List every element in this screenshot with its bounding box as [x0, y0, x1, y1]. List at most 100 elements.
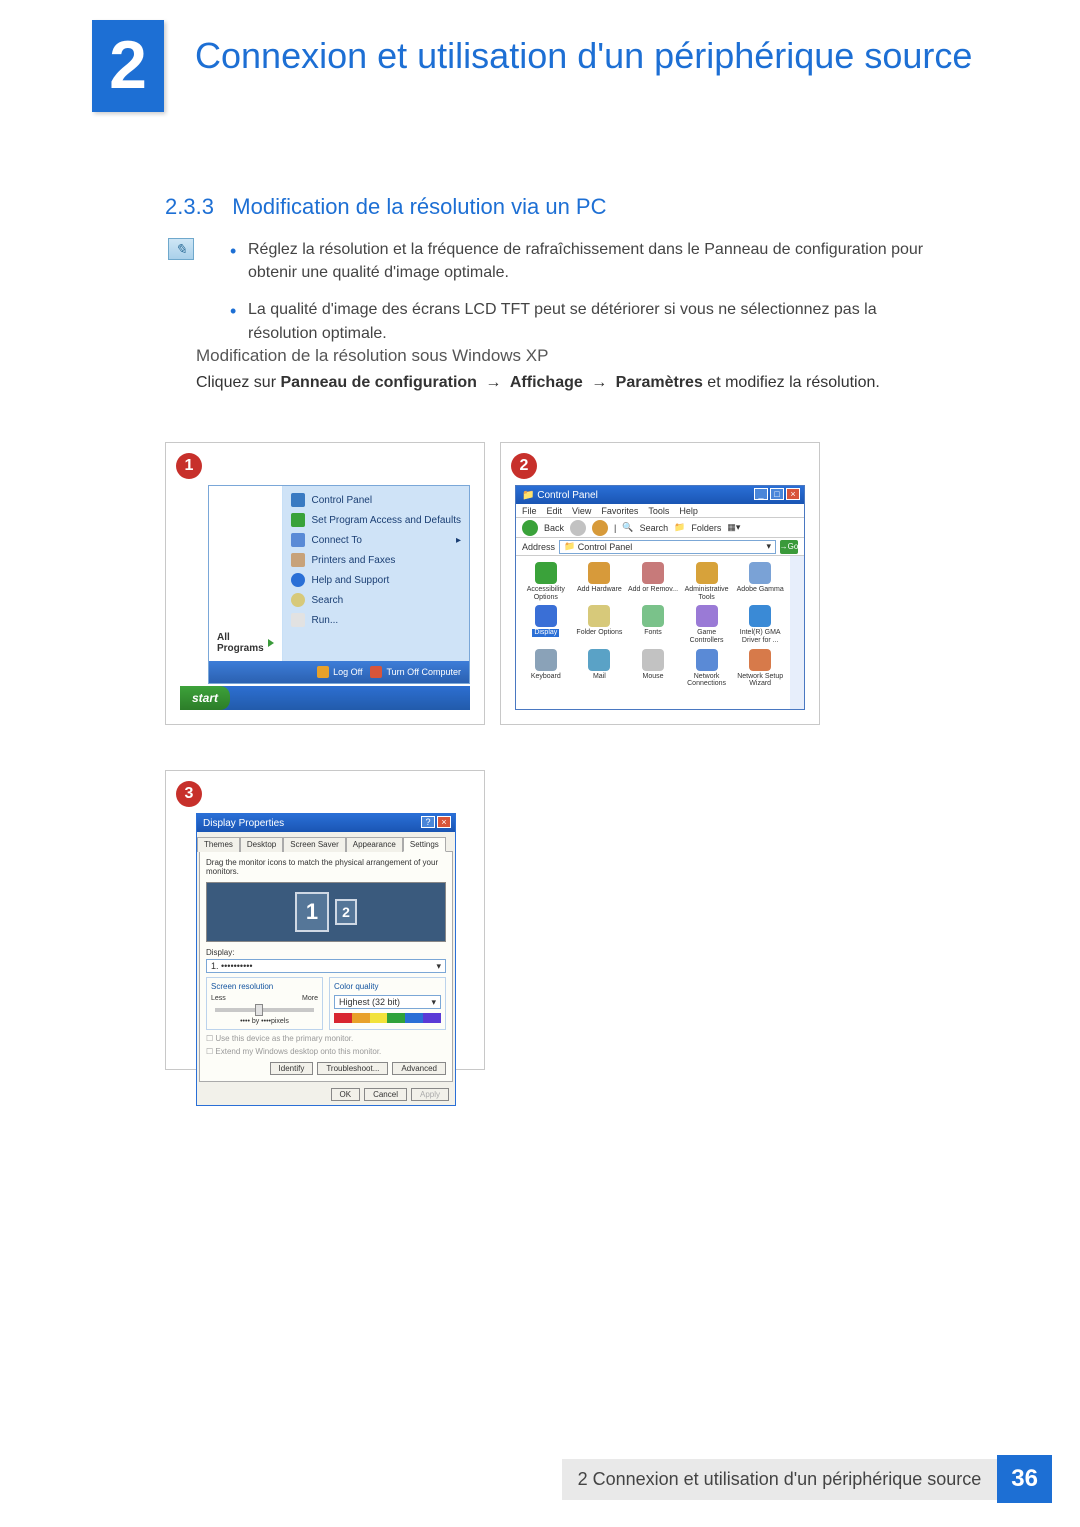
color-dropdown[interactable]: Highest (32 bit) ▾: [334, 995, 441, 1009]
up-icon[interactable]: [592, 520, 608, 536]
all-programs[interactable]: All Programs: [213, 629, 278, 657]
slider-thumb[interactable]: [255, 1004, 263, 1016]
logoff-label: Log Off: [333, 667, 362, 677]
app-icon: [588, 605, 610, 627]
back-icon[interactable]: [522, 520, 538, 536]
cp-icon[interactable]: Game Controllers: [681, 605, 733, 644]
instruction-b2: Affichage: [510, 374, 583, 391]
close-icon[interactable]: ×: [786, 488, 800, 500]
resolution-slider[interactable]: [215, 1008, 314, 1012]
tab-themes[interactable]: Themes: [197, 837, 240, 852]
menu-label: Search: [311, 595, 343, 606]
display-dropdown[interactable]: 1. •••••••••• ▾: [206, 959, 446, 973]
bullet-1: Réglez la résolution et la fréquence de …: [230, 238, 950, 284]
screenshot-panel-3: 3 Display Properties ? × Themes Desktop …: [165, 770, 485, 1070]
identify-button[interactable]: Identify: [270, 1062, 314, 1075]
instruction-line: Cliquez sur Panneau de configuration → A…: [196, 374, 880, 392]
chevron-down-icon[interactable]: ▾: [766, 541, 771, 552]
turnoff-button[interactable]: Turn Off Computer: [370, 666, 461, 678]
cancel-button[interactable]: Cancel: [364, 1088, 407, 1101]
address-label: Address: [522, 542, 555, 552]
close-icon[interactable]: ×: [437, 816, 451, 828]
display-label: Display:: [206, 948, 446, 957]
menu-favorites[interactable]: Favorites: [601, 506, 638, 516]
logoff-button[interactable]: Log Off: [317, 666, 362, 678]
color-swatch: [352, 1013, 370, 1023]
cp-icon[interactable]: Intel(R) GMA Driver for ...: [734, 605, 786, 644]
cp-icon[interactable]: Accessibility Options: [520, 562, 572, 601]
color-swatch: [405, 1013, 423, 1023]
cp-icon[interactable]: Keyboard: [520, 649, 572, 688]
cp-icon[interactable]: Folder Options: [574, 605, 626, 644]
window-title: Control Panel: [537, 490, 598, 501]
cp-icon[interactable]: Administrative Tools: [681, 562, 733, 601]
window-titlebar: 📁 Control Panel _ □ ×: [516, 486, 804, 504]
chk-label: Extend my Windows desktop onto this moni…: [215, 1047, 381, 1056]
maximize-icon[interactable]: □: [770, 488, 784, 500]
search-icon[interactable]: 🔍: [622, 522, 633, 533]
forward-icon[interactable]: [570, 520, 586, 536]
help-icon[interactable]: ?: [421, 816, 435, 828]
monitor-2[interactable]: 2: [335, 899, 357, 925]
step-badge-2: 2: [511, 453, 537, 479]
menu-label: Help and Support: [311, 575, 389, 586]
menu-file[interactable]: File: [522, 506, 537, 516]
cp-icon[interactable]: Fonts: [627, 605, 679, 644]
tab-appearance[interactable]: Appearance: [346, 837, 403, 852]
monitor-1[interactable]: 1: [295, 892, 329, 932]
app-icon: [642, 649, 664, 671]
address-field[interactable]: 📁 Control Panel ▾: [559, 540, 776, 554]
power-icon: [370, 666, 382, 678]
page-footer: 2 Connexion et utilisation d'un périphér…: [562, 1455, 1052, 1503]
menu-help[interactable]: Help: [679, 506, 698, 516]
window-title: Display Properties: [203, 818, 284, 829]
menu-connect-to[interactable]: Connect To▸: [283, 530, 469, 550]
ok-button[interactable]: OK: [331, 1088, 361, 1101]
app-icon: [642, 562, 664, 584]
app-icon: [588, 562, 610, 584]
icon-label: Network Connections: [681, 673, 733, 688]
monitor-preview[interactable]: 1 2: [206, 882, 446, 942]
go-button[interactable]: → Go: [780, 540, 798, 554]
arrow-icon: →: [587, 374, 611, 391]
menu-search[interactable]: Search: [283, 590, 469, 610]
resolution-group: Screen resolution Less More •••• by ••••…: [206, 977, 323, 1030]
menu-run[interactable]: Run...: [283, 610, 469, 630]
views-icon[interactable]: ▦▾: [727, 522, 740, 533]
start-button[interactable]: start: [180, 686, 230, 710]
cp-icon[interactable]: Display: [520, 605, 572, 644]
cp-icon[interactable]: Network Setup Wizard: [734, 649, 786, 688]
folders-icon[interactable]: 📁: [674, 522, 685, 533]
control-panel-window: 📁 Control Panel _ □ × File Edit View Fav…: [515, 485, 805, 710]
tab-settings[interactable]: Settings: [403, 837, 446, 852]
menu-tools[interactable]: Tools: [648, 506, 669, 516]
all-programs-label: All Programs: [217, 632, 264, 654]
bullet-2: La qualité d'image des écrans LCD TFT pe…: [230, 298, 950, 344]
note-icon: ✎: [168, 238, 194, 260]
menu-printers[interactable]: Printers and Faxes: [283, 550, 469, 570]
menu-control-panel[interactable]: Control Panel: [283, 490, 469, 510]
menu-set-program[interactable]: Set Program Access and Defaults: [283, 510, 469, 530]
turnoff-label: Turn Off Computer: [386, 667, 461, 677]
separator: |: [614, 523, 616, 533]
display-value: 1. ••••••••••: [211, 961, 253, 971]
cp-icon[interactable]: Add or Remov...: [627, 562, 679, 601]
minimize-icon[interactable]: _: [754, 488, 768, 500]
apply-button[interactable]: Apply: [411, 1088, 449, 1101]
cp-icon[interactable]: Adobe Gamma: [734, 562, 786, 601]
tab-screensaver[interactable]: Screen Saver: [283, 837, 345, 852]
icon-label: Display: [532, 629, 559, 637]
instruction-b3: Paramètres: [616, 374, 703, 391]
troubleshoot-button[interactable]: Troubleshoot...: [317, 1062, 388, 1075]
cp-icon[interactable]: Add Hardware: [574, 562, 626, 601]
search-label: Search: [640, 523, 669, 533]
menu-view[interactable]: View: [572, 506, 591, 516]
tab-desktop[interactable]: Desktop: [240, 837, 283, 852]
cp-icon[interactable]: Mouse: [627, 649, 679, 688]
cp-icon[interactable]: Mail: [574, 649, 626, 688]
menu-edit[interactable]: Edit: [547, 506, 563, 516]
advanced-button[interactable]: Advanced: [392, 1062, 446, 1075]
menu-help[interactable]: Help and Support: [283, 570, 469, 590]
cp-icon[interactable]: Network Connections: [681, 649, 733, 688]
section-heading: 2.3.3 Modification de la résolution via …: [165, 194, 607, 220]
